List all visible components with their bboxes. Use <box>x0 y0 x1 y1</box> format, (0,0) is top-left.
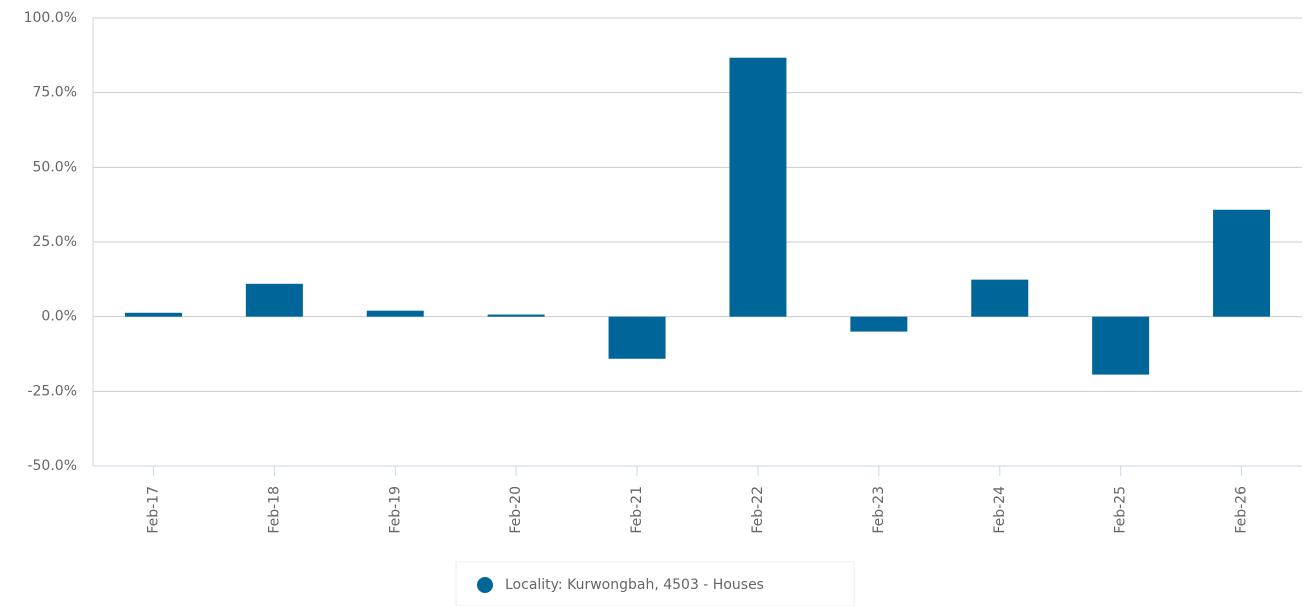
bar <box>1092 316 1150 375</box>
bar <box>366 310 424 317</box>
x-tick-label: Feb-26 <box>1234 486 1250 534</box>
x-tick-label: Feb-22 <box>750 486 766 534</box>
bar <box>1213 209 1271 317</box>
bar <box>245 283 303 317</box>
legend-marker <box>477 577 493 593</box>
y-tick-label: -50.0% <box>27 458 77 474</box>
bar <box>971 279 1029 317</box>
y-tick-label: 100.0% <box>24 10 77 26</box>
x-tick-label: Feb-23 <box>871 486 887 534</box>
x-tick-label: Feb-25 <box>1113 486 1129 534</box>
x-tick-label: Feb-24 <box>992 486 1008 534</box>
y-tick-label: 50.0% <box>33 159 77 175</box>
legend-box <box>455 561 855 606</box>
x-tick-label: Feb-17 <box>145 486 161 534</box>
y-tick-label: -25.0% <box>27 383 77 399</box>
bar <box>124 312 182 317</box>
bar <box>850 316 908 332</box>
bar <box>729 57 787 317</box>
x-tick-label: Feb-20 <box>508 486 524 534</box>
x-tick-label: Feb-21 <box>629 486 645 534</box>
y-tick-label: 0.0% <box>41 309 77 325</box>
legend-label: Locality: Kurwongbah, 4503 - Houses <box>505 577 764 593</box>
x-tick-label: Feb-18 <box>266 486 282 534</box>
y-tick-label: 25.0% <box>33 234 77 250</box>
x-tick-label: Feb-19 <box>387 486 403 534</box>
bar <box>608 316 666 359</box>
y-tick-label: 75.0% <box>33 85 77 101</box>
bar <box>487 314 545 317</box>
